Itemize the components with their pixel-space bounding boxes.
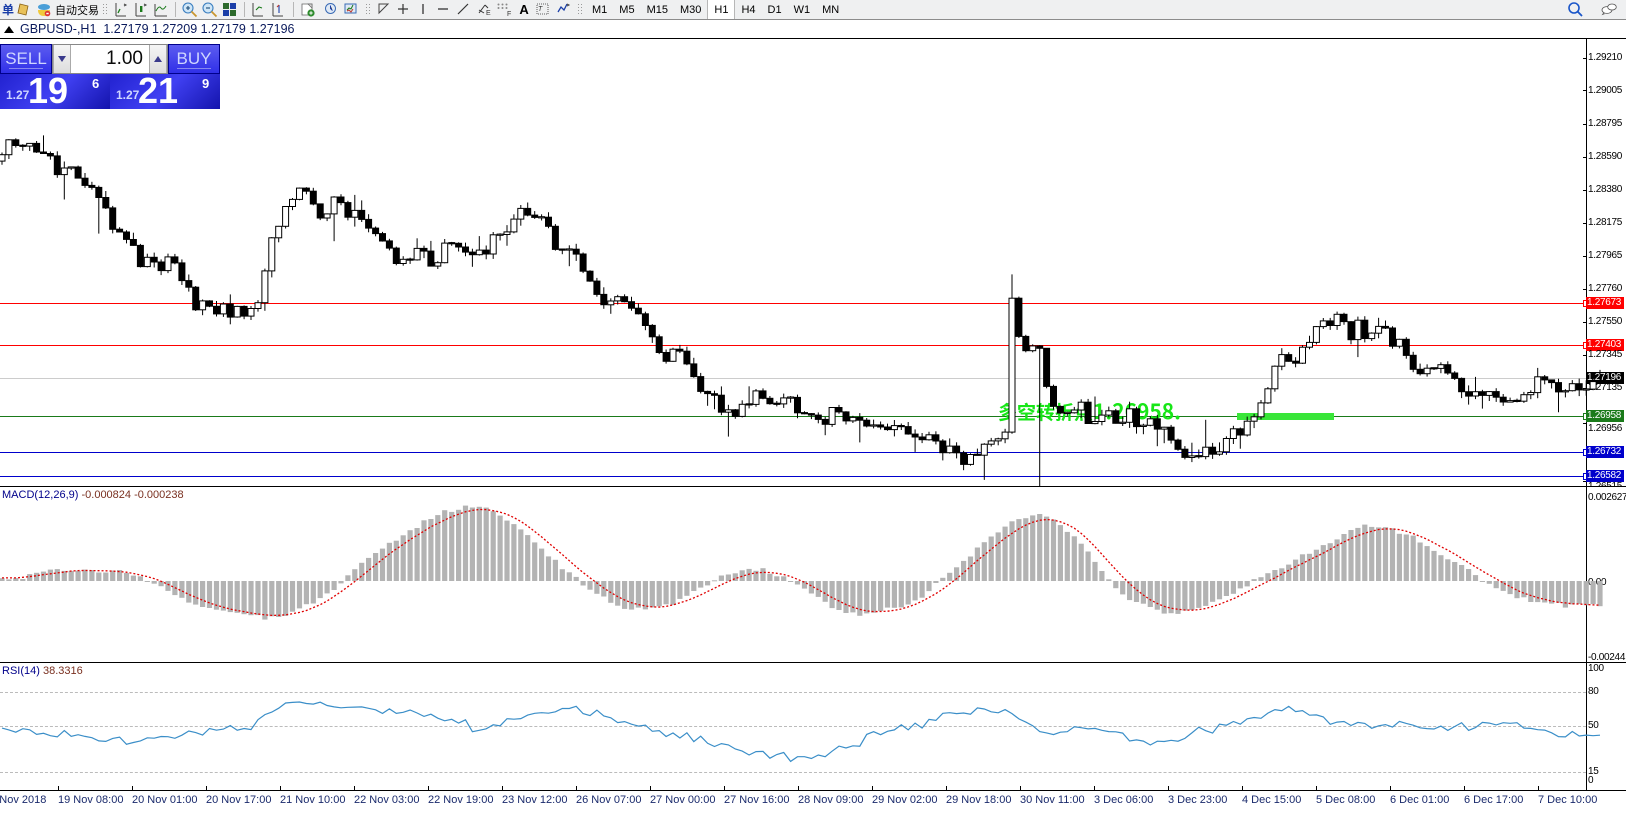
svg-text:T: T xyxy=(538,6,543,13)
svg-text:E: E xyxy=(486,10,491,17)
svg-text:F: F xyxy=(507,11,511,18)
